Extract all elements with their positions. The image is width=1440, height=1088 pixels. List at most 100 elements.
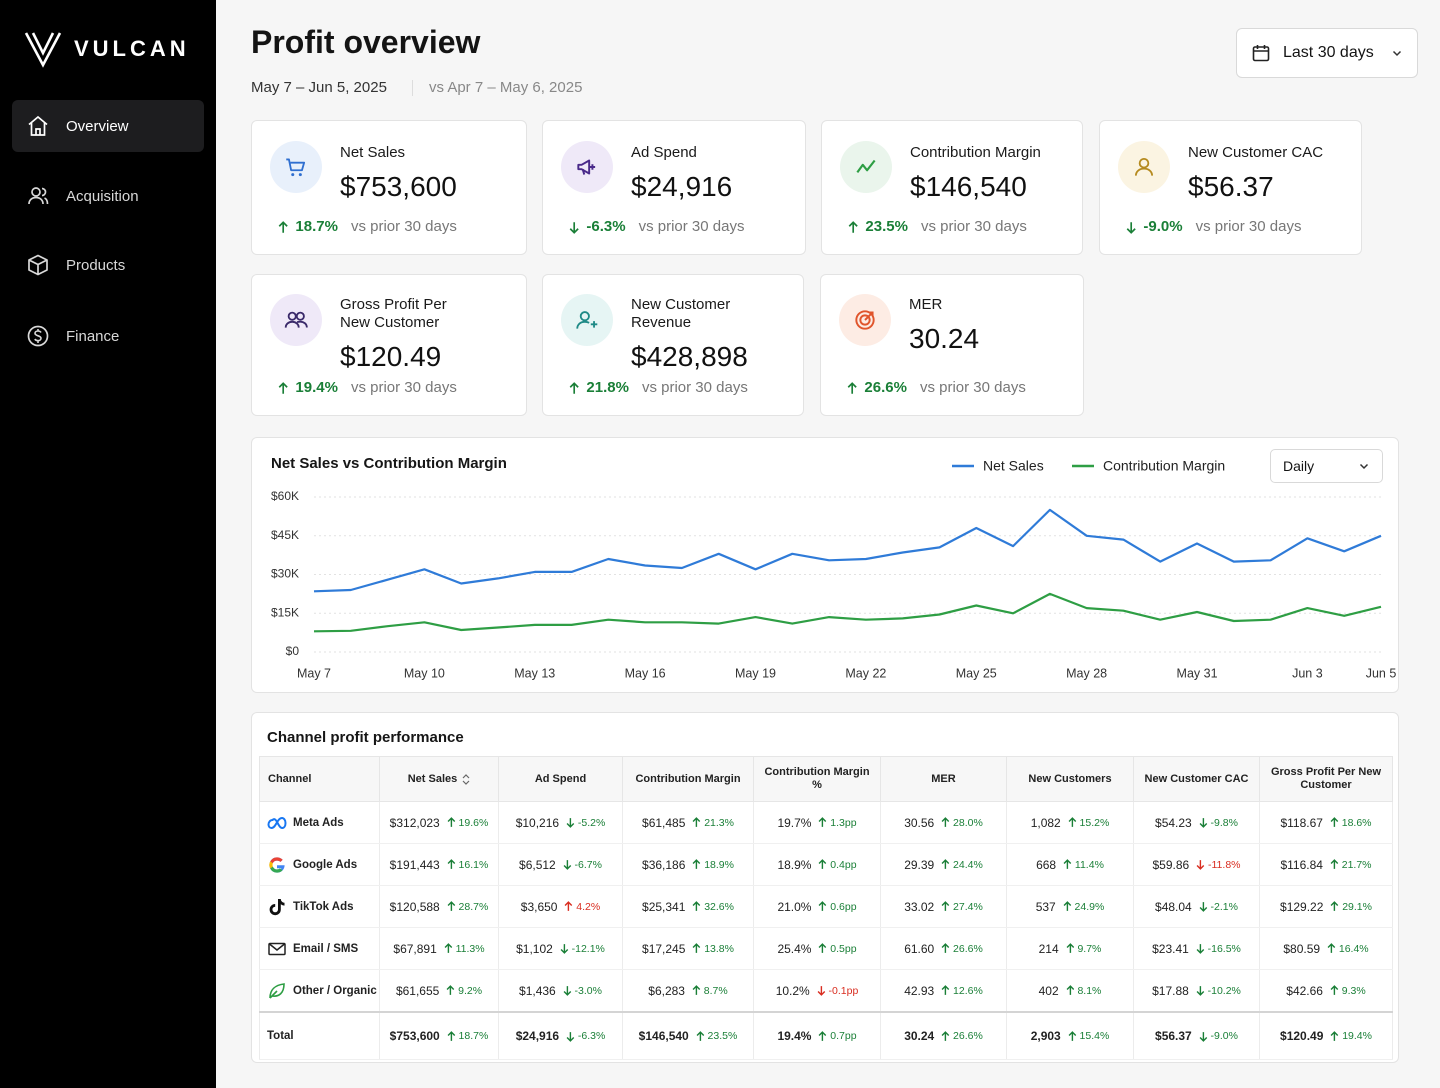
cell: $118.67 18.6% (1260, 816, 1392, 830)
nav-item[interactable]: Products (12, 239, 204, 291)
trend-arrow (819, 901, 827, 911)
cell-change: 28.7% (447, 901, 488, 913)
cell-trend (1068, 1030, 1077, 1042)
cell-value: 21.0% (777, 899, 812, 914)
icon-part (817, 986, 825, 996)
channel-cell: Meta Ads (259, 801, 380, 844)
x-tick-label: May 31 (1177, 666, 1218, 680)
cell-value: $61,655 (395, 983, 440, 998)
icon-part (941, 859, 950, 869)
kpi-value: $753,600 (340, 171, 457, 202)
header-wrap: Gross Profit Per New Customer (1266, 766, 1386, 792)
cell-change-text: -9.8% (1210, 816, 1238, 829)
kpi-text: New Customer CAC $56.37 (1188, 144, 1323, 205)
kpi-value: $120.49 (340, 341, 442, 372)
trend-arrow (563, 986, 571, 996)
y-tick-label: $45K (271, 528, 299, 542)
cell-change-text: 19.4% (1342, 1030, 1372, 1042)
cell-change: 8.1% (1066, 985, 1101, 997)
cell-value: $1,102 (516, 941, 553, 956)
kpi-change: -6.3% (586, 218, 626, 235)
kpi-trend (569, 221, 579, 234)
trend-arrow (847, 381, 857, 394)
cell: $1,436 -3.0% (499, 984, 622, 998)
metric-cell: $10,216 -5.2% (498, 801, 623, 844)
kpi-change: 23.5% (865, 218, 908, 235)
kpi-trend (1126, 221, 1136, 234)
trend-arrow (692, 943, 701, 953)
kpi-label: Gross Profit Per New Customer (340, 296, 447, 331)
kpi-change: 21.8% (586, 379, 629, 396)
cell-change: 19.4% (1330, 1030, 1372, 1042)
trend-arrow (941, 859, 950, 869)
icon-part (1196, 986, 1205, 996)
cell-change-text: 11.3% (455, 942, 485, 955)
kpi-change-row: -6.3% vs prior 30 days (569, 218, 744, 236)
icon-part (696, 1030, 704, 1041)
cell-change-text: 0.5pp (830, 942, 857, 955)
header-label: Gross Profit Per New Customer (1270, 766, 1382, 791)
cell-change-text: -6.7% (574, 858, 602, 871)
column-header[interactable]: Net Sales (379, 756, 499, 802)
header-label: MER (931, 772, 956, 785)
cell-change: 9.7% (1066, 942, 1102, 955)
cell-change: 32.6% (692, 901, 734, 913)
metric-cell: $54.23 -9.8% (1133, 801, 1260, 844)
channel: Total (260, 1030, 379, 1042)
cell: $312,023 19.6% (380, 816, 498, 830)
column-header: Contribution Margin % (753, 756, 881, 802)
cell-trend (564, 901, 573, 912)
cell-trend (818, 943, 827, 954)
header-label: Channel (268, 772, 312, 785)
table-card: Channel profit performance Channel Net Sa… (251, 712, 1399, 1063)
kpi-label: Contribution Margin (910, 144, 1041, 161)
cell-change-text: -5.2% (577, 816, 606, 829)
metric-cell: 61.60 26.6% (880, 927, 1007, 970)
kpi-icon (840, 141, 892, 193)
nav-item[interactable]: Finance (12, 310, 204, 362)
metric-cell: 30.56 28.0% (880, 801, 1007, 844)
metric-cell: 19.7% 1.3pp (753, 801, 881, 844)
metric-cell: 10.2% -0.1pp (753, 969, 881, 1013)
cell-value: $116.84 (1280, 857, 1323, 872)
channel-icon (268, 942, 286, 955)
cell-change-text: 9.7% (1077, 942, 1102, 955)
kpi-label: New Customer Revenue (631, 296, 731, 331)
channel-icon (269, 856, 285, 873)
cell-value: 18.9% (777, 857, 812, 872)
cell: 42.93 12.6% (881, 984, 1006, 998)
icon-part (447, 859, 455, 869)
cell-change-text: -0.1pp (828, 984, 859, 997)
kpi-change-row: 23.5% vs prior 30 days (848, 218, 1027, 236)
nav-item[interactable]: Overview (12, 100, 204, 152)
cell-change-text: 16.1% (458, 858, 489, 871)
cell-change: 24.4% (941, 859, 983, 871)
kpi-change-row: 19.4% vs prior 30 days (278, 379, 457, 397)
metric-cell: 537 24.9% (1006, 885, 1134, 928)
cell-trend (1196, 943, 1205, 954)
cell-change-text: 4.2% (576, 900, 601, 913)
period-selector[interactable]: Last 30 days (1236, 28, 1418, 78)
icon-part (848, 220, 858, 233)
trend-arrow (1196, 860, 1205, 870)
metric-cell: 402 8.1% (1006, 969, 1134, 1013)
channel-name: Google Ads (293, 858, 358, 871)
cell-trend (941, 943, 950, 954)
kpi-change: 19.4% (295, 379, 338, 396)
icon-part (1196, 860, 1205, 870)
icon-part (692, 985, 701, 995)
interval-selector[interactable]: Daily (1270, 449, 1383, 483)
trend-arrow (563, 860, 571, 870)
icon-part (692, 901, 701, 911)
nav-item[interactable]: Acquisition (12, 170, 204, 222)
trend-arrow (692, 859, 701, 869)
metric-cell: $61,655 9.2% (379, 969, 499, 1013)
cell-trend (447, 859, 456, 870)
cell-change-text: 13.8% (704, 942, 734, 955)
kpi-icon (839, 294, 891, 346)
header-wrap: New Customer CAC (1145, 773, 1249, 786)
chart-title: Net Sales vs Contribution Margin (271, 455, 507, 472)
metric-cell: $17.88 -10.2% (1133, 969, 1260, 1013)
icon-part (566, 1031, 575, 1042)
column-header: MER (880, 756, 1007, 802)
